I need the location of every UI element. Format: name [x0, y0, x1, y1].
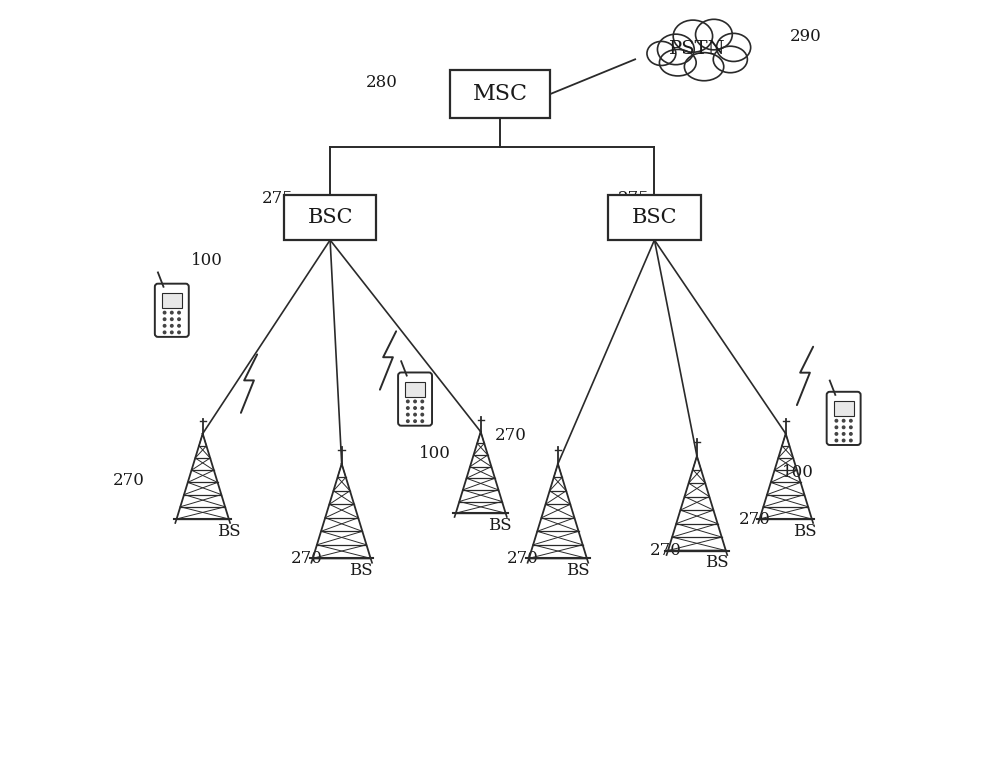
FancyBboxPatch shape	[398, 373, 432, 425]
Text: 270: 270	[507, 550, 539, 567]
Circle shape	[835, 419, 838, 422]
Circle shape	[171, 318, 173, 321]
Circle shape	[414, 420, 416, 422]
Circle shape	[842, 432, 845, 435]
Circle shape	[835, 432, 838, 435]
Circle shape	[421, 400, 424, 403]
FancyBboxPatch shape	[834, 401, 854, 416]
Ellipse shape	[696, 19, 732, 50]
FancyBboxPatch shape	[827, 392, 861, 445]
Text: BS: BS	[349, 562, 373, 579]
FancyBboxPatch shape	[450, 70, 550, 118]
Circle shape	[178, 312, 180, 314]
Circle shape	[171, 331, 173, 333]
Circle shape	[835, 439, 838, 442]
Text: 280: 280	[366, 74, 398, 91]
Circle shape	[407, 400, 409, 403]
Circle shape	[414, 407, 416, 409]
Text: BS: BS	[217, 523, 240, 540]
Circle shape	[163, 312, 166, 314]
Text: 270: 270	[291, 550, 322, 567]
Text: BSC: BSC	[307, 208, 353, 227]
Circle shape	[178, 331, 180, 333]
Circle shape	[842, 419, 845, 422]
Circle shape	[835, 426, 838, 429]
Circle shape	[171, 312, 173, 314]
FancyBboxPatch shape	[162, 293, 182, 308]
Ellipse shape	[647, 41, 676, 65]
FancyBboxPatch shape	[608, 195, 701, 240]
Circle shape	[163, 331, 166, 333]
Ellipse shape	[659, 50, 696, 76]
Circle shape	[407, 413, 409, 416]
Circle shape	[163, 318, 166, 321]
Ellipse shape	[717, 33, 751, 61]
Circle shape	[171, 325, 173, 327]
Circle shape	[421, 407, 424, 409]
Text: 290: 290	[790, 28, 821, 45]
Text: BS: BS	[793, 523, 817, 540]
Circle shape	[850, 419, 852, 422]
Text: BSC: BSC	[632, 208, 677, 227]
Text: PSTN: PSTN	[669, 40, 725, 58]
Circle shape	[407, 420, 409, 422]
Circle shape	[414, 413, 416, 416]
Circle shape	[407, 407, 409, 409]
Text: 100: 100	[419, 445, 451, 462]
Text: 270: 270	[738, 512, 770, 529]
Ellipse shape	[673, 20, 713, 52]
Ellipse shape	[713, 46, 747, 73]
Circle shape	[178, 318, 180, 321]
Circle shape	[850, 432, 852, 435]
FancyBboxPatch shape	[284, 195, 376, 240]
Circle shape	[421, 420, 424, 422]
Text: 275: 275	[262, 190, 294, 207]
Text: 275: 275	[618, 190, 650, 207]
Circle shape	[842, 426, 845, 429]
FancyBboxPatch shape	[405, 381, 425, 397]
FancyBboxPatch shape	[155, 284, 189, 337]
Circle shape	[163, 325, 166, 327]
Text: 270: 270	[650, 542, 681, 560]
Circle shape	[850, 439, 852, 442]
Circle shape	[414, 400, 416, 403]
Text: BS: BS	[488, 517, 512, 534]
Circle shape	[178, 325, 180, 327]
Text: BS: BS	[705, 554, 728, 571]
Text: 100: 100	[191, 252, 223, 269]
Circle shape	[421, 413, 424, 416]
Text: BS: BS	[566, 562, 589, 579]
Circle shape	[842, 439, 845, 442]
Text: MSC: MSC	[472, 83, 528, 105]
Ellipse shape	[684, 53, 724, 81]
Ellipse shape	[657, 34, 694, 64]
Text: 270: 270	[495, 427, 526, 444]
Text: 100: 100	[782, 464, 814, 481]
Circle shape	[850, 426, 852, 429]
Text: 270: 270	[113, 472, 145, 489]
